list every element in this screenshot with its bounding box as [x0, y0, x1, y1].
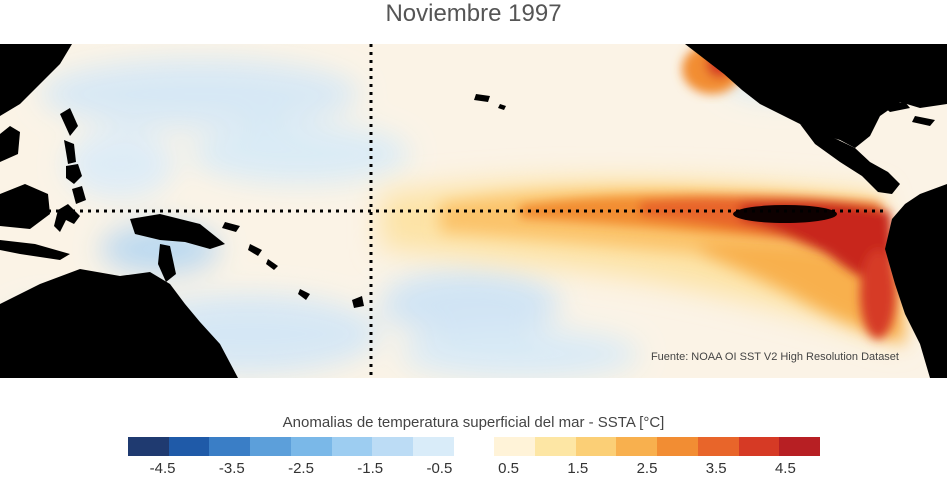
colorbar-swatch — [697, 437, 739, 456]
colorbar-tick-label: 0.5 — [498, 460, 520, 477]
colorbar-swatch — [453, 437, 495, 456]
colorbar-swatch — [412, 437, 454, 456]
colorbar-tick-label: -3.5 — [218, 460, 245, 477]
source-note: Fuente: NOAA OI SST V2 High Resolution D… — [650, 351, 899, 363]
colorbar-swatch — [535, 437, 576, 456]
colorbar-swatch — [128, 437, 169, 456]
colorbar-swatch — [494, 437, 536, 456]
colorbar-swatch — [372, 437, 413, 456]
colorbar-swatch — [657, 437, 698, 456]
colorbar-swatch — [250, 437, 291, 456]
colorbar-swatch — [331, 437, 373, 456]
colorbar-tick-label: 3.5 — [705, 460, 727, 477]
colorbar-tick-label: 4.5 — [774, 460, 796, 477]
colorbar-tick-label: -4.5 — [149, 460, 176, 477]
colorbar-tick-label: 2.5 — [636, 460, 658, 477]
colorbar-tick-label: -1.5 — [357, 460, 384, 477]
map-title: Noviembre 1997 — [385, 0, 562, 27]
colorbar-swatch — [616, 437, 658, 456]
colorbar-swatch — [290, 437, 332, 456]
colorbar-label: Anomalias de temperatura superficial del… — [282, 414, 665, 431]
colorbar-swatch — [209, 437, 251, 456]
colorbar-swatch — [738, 437, 780, 456]
extreme-anomaly-core — [733, 205, 837, 223]
colorbar-ticks: -4.5 -3.5 -2.5 -1.5 -0.5 0.5 1.5 2.5 3.5 4.5 — [0, 460, 947, 480]
colorbar-tick-label: 1.5 — [567, 460, 589, 477]
colorbar-swatch — [575, 437, 617, 456]
landmasses — [0, 44, 947, 378]
colorbar-swatch — [779, 437, 820, 456]
colorbar-swatch — [168, 437, 210, 456]
colorbar-tick-label: -0.5 — [426, 460, 453, 477]
sst-anomaly-map — [0, 44, 947, 378]
colorbar-tick-label: -2.5 — [288, 460, 314, 477]
colorbar — [128, 437, 820, 456]
